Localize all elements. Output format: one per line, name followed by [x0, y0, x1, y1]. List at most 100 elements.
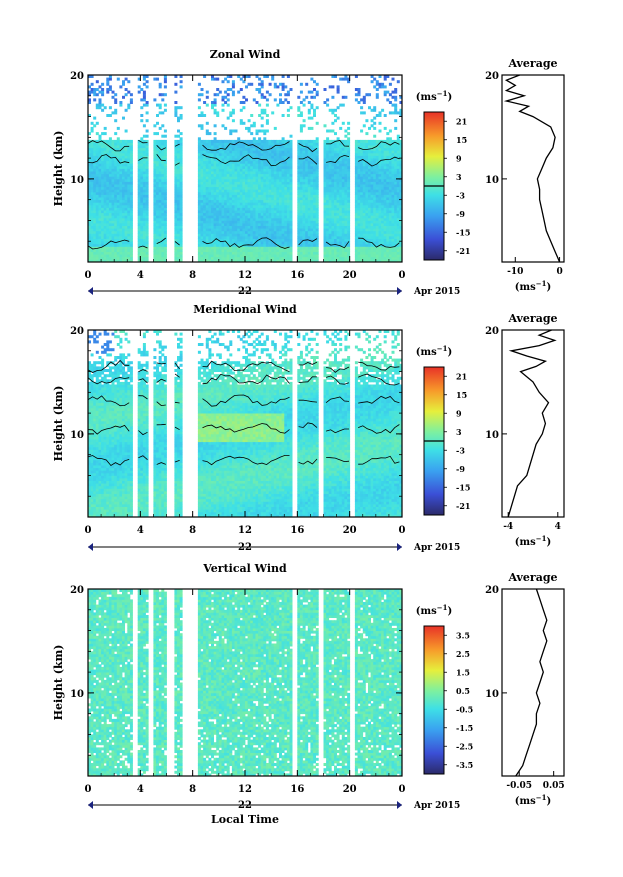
heatmap-cell	[339, 233, 343, 237]
heatmap-cell	[98, 181, 102, 185]
heatmap-cell	[252, 238, 256, 242]
heatmap-cell	[239, 259, 243, 263]
heatmap-cell	[383, 256, 387, 260]
heatmap-cell	[368, 238, 371, 242]
heatmap-cell	[250, 145, 254, 149]
heatmap-cell	[174, 150, 178, 154]
heatmap-cell	[145, 210, 149, 214]
heatmap-cell	[383, 168, 387, 172]
heatmap-cell	[95, 155, 99, 159]
heatmap-cell	[331, 243, 335, 247]
heatmap-cell	[252, 158, 256, 162]
heatmap-cell	[179, 173, 183, 177]
heatmap-cell	[124, 142, 128, 146]
heatmap-cell	[339, 259, 343, 263]
heatmap-cell	[362, 228, 366, 232]
heatmap-cell	[116, 165, 120, 169]
heatmap-cell	[116, 199, 120, 203]
heatmap-cell	[242, 176, 246, 180]
heatmap-cell	[205, 178, 209, 182]
heatmap-cell	[111, 95, 115, 99]
heatmap-cell	[242, 254, 246, 258]
heatmap-cell	[331, 246, 335, 250]
heatmap-cell	[260, 246, 264, 250]
heatmap-cell	[124, 186, 128, 190]
heatmap-cell	[373, 199, 377, 203]
heatmap-cell	[354, 142, 358, 146]
heatmap-cell	[370, 220, 374, 224]
heatmap-cell	[260, 256, 264, 260]
heatmap-cell	[284, 155, 288, 159]
heatmap-cell	[98, 98, 102, 102]
heatmap-cell	[229, 233, 233, 237]
heatmap-cell	[315, 197, 319, 201]
heatmap-cell	[336, 202, 340, 206]
heatmap-cell	[310, 150, 314, 154]
heatmap-cell	[119, 236, 123, 239]
heatmap-cell	[323, 163, 327, 167]
heatmap-cell	[307, 225, 311, 229]
heatmap-cell	[289, 230, 293, 234]
heatmap-cell	[218, 215, 222, 219]
heatmap-cell	[307, 199, 311, 203]
heatmap-cell	[381, 251, 385, 255]
heatmap-cell	[226, 225, 230, 229]
heatmap-cell	[101, 220, 105, 224]
heatmap-cell	[137, 139, 141, 143]
heatmap-cell	[305, 228, 309, 232]
heatmap-cell	[93, 197, 97, 201]
heatmap-cell	[313, 181, 316, 185]
heatmap-cell	[271, 233, 275, 237]
heatmap-cell	[286, 93, 290, 97]
heatmap-cell	[208, 176, 212, 180]
heatmap-cell	[156, 220, 159, 224]
heatmap-cell	[156, 121, 159, 125]
heatmap-cell	[268, 139, 272, 143]
heatmap-cell	[323, 155, 327, 159]
heatmap-cell	[161, 256, 165, 260]
heatmap-cell	[140, 238, 144, 242]
heatmap-cell	[163, 197, 167, 201]
heatmap-cell	[218, 212, 222, 216]
heatmap-cell	[307, 155, 311, 159]
heatmap-cell	[179, 249, 183, 252]
heatmap-cell	[95, 249, 99, 252]
heatmap-cell	[95, 246, 99, 250]
heatmap-cell	[153, 225, 157, 229]
heatmap-cell	[208, 243, 212, 247]
heatmap-cell	[226, 155, 230, 159]
heatmap-cell	[362, 220, 366, 224]
heatmap-cell	[124, 191, 128, 195]
heatmap-cell	[281, 82, 285, 86]
heatmap-cell	[224, 228, 228, 232]
heatmap-cell	[213, 199, 217, 203]
heatmap-cell	[305, 176, 309, 180]
heatmap-cell	[95, 121, 99, 125]
heatmap-cell	[116, 142, 120, 146]
heatmap-cell	[163, 142, 167, 146]
heatmap-cell	[213, 202, 217, 206]
heatmap-cell	[140, 204, 144, 208]
heatmap-cell	[174, 106, 178, 110]
heatmap-cell	[221, 168, 225, 172]
heatmap-cell	[197, 158, 201, 162]
heatmap-cell	[381, 212, 385, 216]
heatmap-cell	[313, 217, 316, 221]
heatmap-cell	[234, 199, 238, 203]
heatmap-cell	[310, 228, 314, 232]
heatmap-cell	[137, 155, 141, 159]
heatmap-cell	[122, 230, 125, 234]
heatmap-cell	[373, 126, 377, 130]
heatmap-cell	[315, 233, 319, 237]
heatmap-cell	[108, 165, 112, 169]
heatmap-cell	[122, 236, 125, 239]
heatmap-cell	[336, 85, 340, 89]
heatmap-cell	[98, 134, 102, 138]
heatmap-cell	[108, 204, 112, 208]
heatmap-cell	[334, 197, 337, 201]
heatmap-cell	[250, 199, 254, 203]
heatmap-cell	[163, 233, 167, 237]
heatmap-cell	[103, 171, 107, 175]
heatmap-cell	[307, 204, 311, 208]
heatmap-cell	[297, 204, 301, 208]
